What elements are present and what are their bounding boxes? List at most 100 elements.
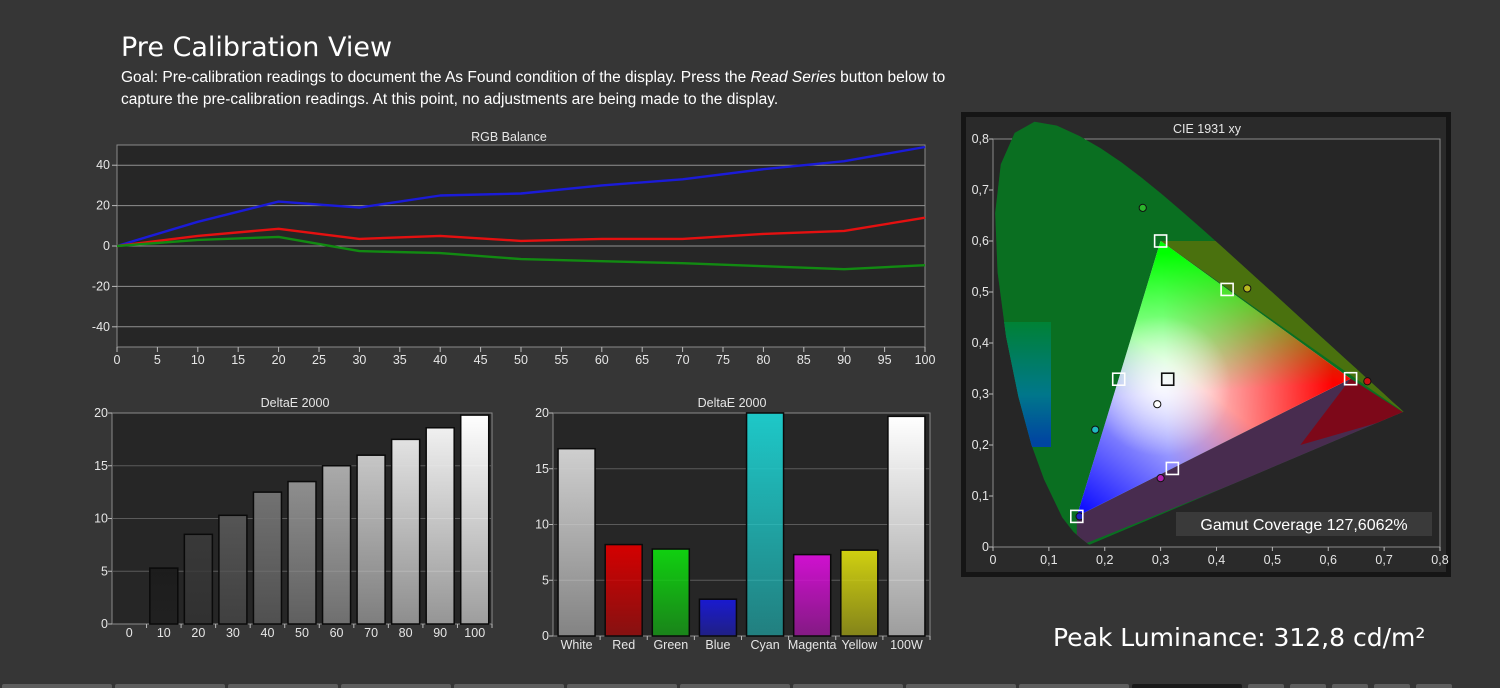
grayscale-y-tick-label: 15 [94, 459, 108, 473]
cie-x-tick-label: 0,2 [1096, 553, 1113, 567]
rgb-y-tick-label: -40 [92, 320, 110, 334]
grayscale-x-tick-label: 90 [433, 626, 447, 640]
grayscale-bar [287, 480, 317, 625]
grayscale-y-tick-label: 10 [94, 512, 108, 526]
cie-target-square [1160, 372, 1175, 387]
grayscale-y-tick-label: 5 [101, 564, 108, 578]
grayscale-x-tick-label: 70 [364, 626, 378, 640]
grayscale-x-tick-label: 60 [330, 626, 344, 640]
rgb-x-tick-label: 35 [393, 353, 407, 367]
color-x-tick-label: Red [612, 638, 635, 652]
cie-x-tick-label: 0,5 [1264, 553, 1281, 567]
rgb-x-tick-label: 60 [595, 353, 609, 367]
page-title: Pre Calibration View [121, 32, 393, 63]
rgb-y-tick-label: 20 [96, 199, 110, 213]
goal-prefix: Goal: Pre-calibration readings to docume… [121, 69, 751, 86]
tab[interactable] [567, 684, 677, 688]
rgb-x-tick-label: 30 [352, 353, 366, 367]
cie-target-square [1153, 234, 1168, 248]
peak-luminance: Peak Luminance: 312,8 cd/m² [1053, 623, 1426, 652]
tab[interactable] [1332, 684, 1368, 688]
rgb-x-tick-label: 95 [878, 353, 892, 367]
tab[interactable] [1132, 684, 1242, 688]
color-bar [557, 447, 596, 637]
color-y-tick-label: 10 [535, 518, 549, 532]
color-chart-title: DeltaE 2000 [698, 396, 767, 410]
grayscale-x-tick-label: 80 [399, 626, 413, 640]
rgb-x-tick-label: 55 [554, 353, 568, 367]
grayscale-bar [149, 567, 179, 625]
cie-x-tick-label: 0,8 [1431, 553, 1448, 567]
tab[interactable] [1248, 684, 1284, 688]
grayscale-bar [425, 427, 455, 625]
color-y-tick-label: 20 [535, 406, 549, 420]
tab[interactable] [1290, 684, 1326, 688]
rgb-y-tick-label: 40 [96, 158, 110, 172]
goal-text: Goal: Pre-calibration readings to docume… [121, 67, 1001, 111]
grayscale-chart-title: DeltaE 2000 [261, 396, 330, 410]
cie-x-tick-label: 0,1 [1040, 553, 1057, 567]
grayscale-x-tick-label: 100 [464, 626, 485, 640]
tab[interactable] [1416, 684, 1452, 688]
rgb-x-tick-label: 15 [231, 353, 245, 367]
cie-x-tick-label: 0,4 [1208, 553, 1225, 567]
cie-y-tick-label: 0,5 [972, 285, 989, 299]
tab[interactable] [454, 684, 564, 688]
color-bar [840, 549, 879, 637]
rgb-chart-title: RGB Balance [471, 130, 547, 144]
cie-measured-point [1363, 377, 1372, 386]
grayscale-bar [183, 533, 214, 625]
color-bar [792, 553, 832, 637]
grayscale-x-tick-label: 10 [157, 626, 171, 640]
rgb-y-tick-label: -20 [92, 279, 110, 293]
grayscale-bar [459, 414, 490, 625]
cie-y-tick-label: 0,3 [972, 387, 989, 401]
tab[interactable] [2, 684, 112, 688]
tab[interactable] [680, 684, 790, 688]
cie-y-tick-label: 0,2 [972, 438, 989, 452]
grayscale-x-tick-label: 30 [226, 626, 240, 640]
tab[interactable] [1019, 684, 1129, 688]
grayscale-y-tick-label: 20 [94, 406, 108, 420]
tab[interactable] [906, 684, 1016, 688]
tab[interactable] [793, 684, 903, 688]
cie-measured-point [1091, 425, 1100, 434]
tab[interactable] [1374, 684, 1410, 688]
tab[interactable] [228, 684, 338, 688]
rgb-x-tick-label: 90 [837, 353, 851, 367]
grayscale-bar [390, 438, 421, 625]
rgb-x-tick-label: 20 [272, 353, 286, 367]
rgb-y-tick-label: 0 [103, 239, 110, 253]
rgb-x-tick-label: 70 [676, 353, 690, 367]
rgb-x-tick-label: 0 [114, 353, 121, 367]
color-x-tick-label: White [561, 638, 593, 652]
cie-y-tick-label: 0,4 [972, 336, 989, 350]
color-deltae-chart: DeltaE 2000 20 15 10 5 0 White Red Green Blue Cya… [535, 396, 931, 652]
gamut-coverage-box [1176, 512, 1432, 536]
color-x-tick-label: Magenta [788, 638, 837, 652]
tab[interactable] [115, 684, 225, 688]
read-series-reference: Read Series [750, 69, 836, 86]
cie-y-tick-label: 0 [982, 540, 989, 554]
cie-target-square [1111, 372, 1126, 387]
cie-measured-point [1243, 284, 1252, 293]
rgb-x-tick-label: 10 [191, 353, 205, 367]
color-x-tick-label: Cyan [750, 638, 779, 652]
rgb-x-tick-label: 5 [154, 353, 161, 367]
cie-y-tick-label: 0,7 [972, 183, 989, 197]
rgb-x-tick-label: 80 [756, 353, 770, 367]
cie-y-tick-label: 0,6 [972, 234, 989, 248]
tab[interactable] [341, 684, 451, 688]
cie-measured-point [1156, 474, 1165, 483]
grayscale-bar [321, 465, 352, 625]
cie-y-tick-label: 0,1 [972, 489, 989, 503]
color-bar [745, 412, 785, 637]
rgb-x-tick-label: 45 [474, 353, 488, 367]
rgb-x-tick-label: 85 [797, 353, 811, 367]
goal-suffix: button below to capture the pre-calibrat… [121, 69, 946, 108]
rgb-balance-chart: RGB Balance 40 20 0 -20 -40 0 5 10 15 20 25 30 35 40 4… [92, 130, 936, 367]
color-x-tick-label: Yellow [841, 638, 878, 652]
cie-measured-point [1138, 203, 1147, 212]
color-x-tick-label: Blue [705, 638, 730, 652]
cie-1931-chart: CIE 1931 xy 0,8 0,7 0,6 0,5 0,4 0,3 0,2 0,1 00 0,… [961, 112, 1451, 577]
